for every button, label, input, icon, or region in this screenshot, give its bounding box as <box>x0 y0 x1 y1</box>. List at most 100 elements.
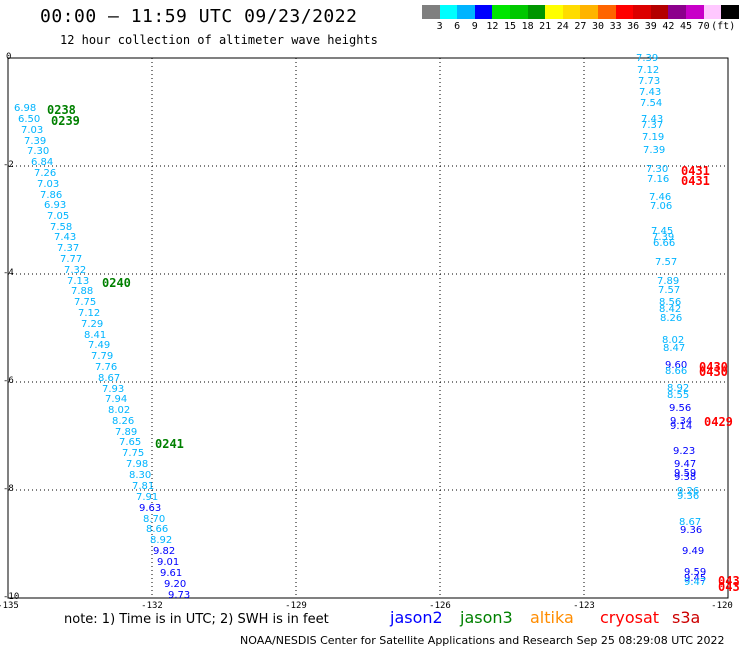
x-tick-label: -129 <box>285 601 307 611</box>
legend-swatch <box>527 5 546 19</box>
legend-label: 70 <box>697 21 710 32</box>
wave-height-label: 9.59 <box>674 468 697 479</box>
wave-height-label: 6.66 <box>653 238 676 249</box>
legend-label: 3 <box>436 21 443 32</box>
legend-swatch <box>721 5 739 19</box>
wave-height-label: 9.23 <box>673 446 696 457</box>
wave-height-label: 7.06 <box>650 201 673 212</box>
legend-label: 15 <box>503 21 517 32</box>
legend-swatch <box>580 5 598 19</box>
legend-swatch <box>668 5 686 19</box>
legend-swatch <box>457 5 475 19</box>
page-title: 00:00 – 11:59 UTC 09/23/2022 <box>40 6 358 27</box>
x-tick-label: -123 <box>573 601 595 611</box>
wave-height-label: 7.26 <box>34 168 57 179</box>
wave-height-label: 9.14 <box>670 421 693 432</box>
wave-height-label: 7.46 <box>649 192 672 203</box>
legend-swatch <box>650 5 669 19</box>
wave-height-label: 6.50 <box>18 114 41 125</box>
legend-swatch <box>633 5 651 19</box>
wave-height-label: 8.66 <box>665 366 688 377</box>
legend-label: 6 <box>454 21 461 32</box>
wave-height-label: 9.34 <box>670 416 693 427</box>
wave-height-label: 7.58 <box>50 222 73 233</box>
wave-height-label: 7.29 <box>81 319 104 330</box>
wave-height-label: 7.39 <box>636 53 659 64</box>
legend-swatch <box>703 5 722 19</box>
wave-height-label: 9.73 <box>168 590 191 601</box>
wave-height-label: 7.81 <box>132 481 155 492</box>
wave-height-label: 7.93 <box>102 384 125 395</box>
wave-height-label: 7.79 <box>91 351 114 362</box>
satellite-label-cryosat: cryosat <box>600 608 660 627</box>
x-tick-label: -126 <box>429 601 451 611</box>
color-legend-labels: 3 6 9 12 15 18 21 24 27 30 33 36 39 42 45 70 (ft) <box>422 21 736 33</box>
wave-height-label: 7.76 <box>95 362 118 373</box>
legend-swatch <box>492 5 510 19</box>
wave-height-label: 9.63 <box>139 503 162 514</box>
wave-height-label: 8.67 <box>98 373 121 384</box>
wave-height-label: 7.19 <box>642 132 665 143</box>
wave-height-label: 7.13 <box>67 276 90 287</box>
wave-height-label: 7.43 <box>639 87 662 98</box>
legend-label: 27 <box>574 21 587 32</box>
x-tick-label: -120 <box>711 601 733 611</box>
legend-label: 9 <box>471 21 478 32</box>
wave-height-label: 9.38 <box>674 472 697 483</box>
wave-height-label: 7.05 <box>47 211 70 222</box>
wave-height-label: 8.02 <box>108 405 131 416</box>
wave-height-label: 8.67 <box>679 517 702 528</box>
x-tick-label: -132 <box>141 601 163 611</box>
y-tick-label: 0 <box>6 52 12 62</box>
wave-height-label: 9.60 <box>665 360 688 371</box>
wave-height-label: 9.20 <box>164 579 187 590</box>
legend-swatch <box>615 5 634 19</box>
legend-label: 30 <box>591 21 605 32</box>
wave-height-label: 7.37 <box>57 243 80 254</box>
footer-credit: NOAA/NESDIS Center for Satellite Applica… <box>240 634 725 647</box>
wave-height-label: 8.42 <box>659 304 682 315</box>
wave-height-label: 8.92 <box>150 535 173 546</box>
wave-height-label: 9.45 <box>684 573 707 584</box>
wave-height-label: 7.75 <box>74 297 97 308</box>
wave-height-label: 8.66 <box>146 524 169 535</box>
wave-height-label: 7.43 <box>54 232 77 243</box>
wave-height-label: 9.01 <box>157 557 180 568</box>
wave-height-label: 7.57 <box>655 257 678 268</box>
pass-time-label: 0430 <box>699 360 728 374</box>
legend-label: 33 <box>609 21 622 32</box>
pass-time-label: 043 <box>718 574 740 588</box>
legend-label: 21 <box>539 21 552 32</box>
wave-height-label: 7.88 <box>71 286 94 297</box>
wave-height-label: 8.26 <box>112 416 135 427</box>
y-tick-label: -10 <box>3 592 20 602</box>
satellite-label-jason2: jason2 <box>390 608 443 627</box>
wave-height-label: 6.84 <box>31 157 54 168</box>
wave-height-label: 8.55 <box>667 390 690 401</box>
pass-time-label: 0431 <box>681 164 710 178</box>
wave-height-label: 7.37 <box>641 120 664 131</box>
gridlines <box>8 58 728 598</box>
pass-time-label: 0429 <box>704 415 733 429</box>
wave-height-label: 7.73 <box>638 76 661 87</box>
wave-height-label: 7.49 <box>88 340 111 351</box>
wave-height-label: 9.47 <box>684 577 707 588</box>
wave-height-label: 9.36 <box>680 525 703 536</box>
satellite-label-altika: altika <box>530 608 574 627</box>
y-tick-label: -8 <box>3 484 14 494</box>
plot-frame <box>7 57 729 599</box>
map-plot <box>7 57 729 599</box>
pass-time-label: 0431 <box>681 174 710 188</box>
wave-height-label: 9.26 <box>677 486 700 497</box>
pass-time-label: 0241 <box>155 437 184 451</box>
x-tick-label: -135 <box>0 601 19 611</box>
y-tick-label: -2 <box>3 160 14 170</box>
wave-height-label: 7.39 <box>24 136 47 147</box>
legend-swatch <box>439 5 458 19</box>
legend-label: 36 <box>627 21 640 32</box>
legend-label: 12 <box>486 21 499 32</box>
wave-height-label: 7.86 <box>40 190 63 201</box>
wave-height-label: 8.47 <box>663 343 686 354</box>
legend-swatch <box>509 5 528 19</box>
pass-time-label: 0239 <box>51 114 80 128</box>
